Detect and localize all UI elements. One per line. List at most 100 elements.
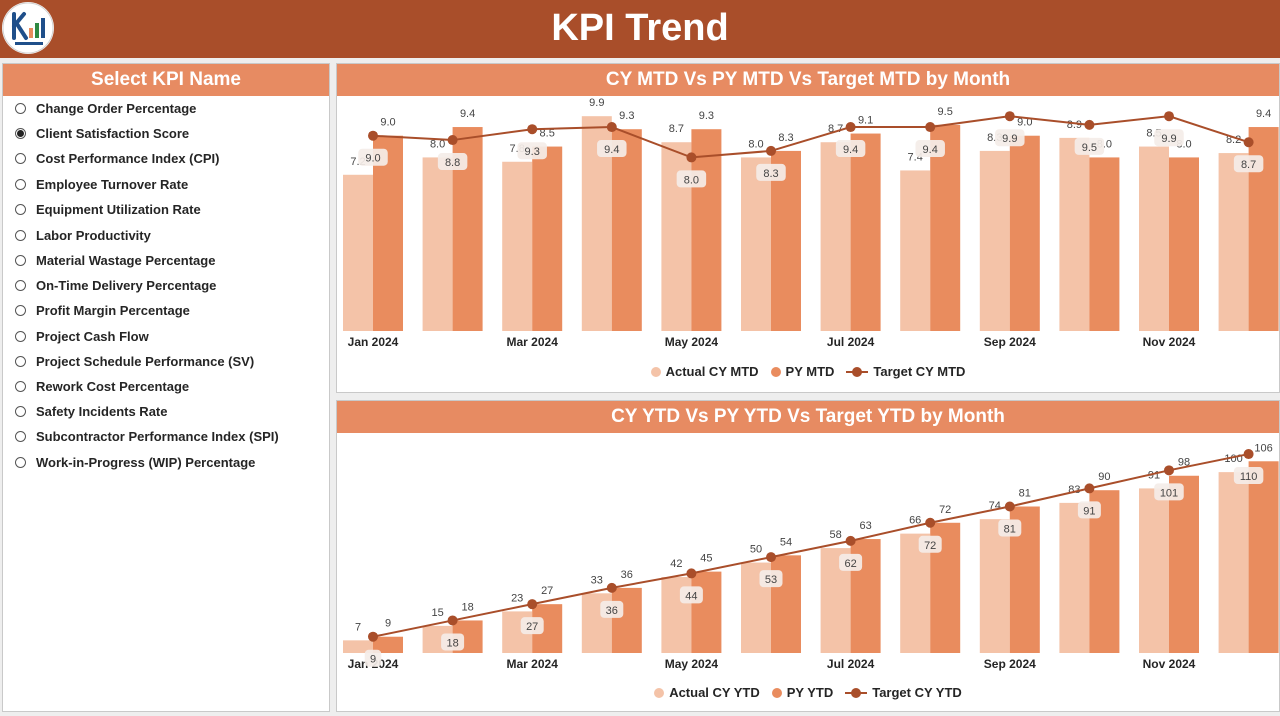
legend-item-target-cy-mtd[interactable]: Target CY MTD (846, 364, 965, 379)
svg-text:9.4: 9.4 (604, 144, 619, 156)
label-target-11: 9.9 (1154, 129, 1184, 147)
label-target-6: 53 (759, 570, 783, 588)
slicer-item-profit-margin-percentage[interactable]: Profit Margin Percentage (15, 300, 190, 320)
bar-actual-3 (502, 161, 533, 331)
svg-text:9: 9 (370, 654, 376, 666)
x-tick-label: Sep 2024 (984, 657, 1036, 671)
slicer-item-employee-turnover-rate[interactable]: Employee Turnover Rate (15, 174, 188, 194)
bar-py-5 (691, 129, 722, 331)
radio-button[interactable] (15, 229, 26, 241)
svg-text:8.8: 8.8 (445, 157, 460, 169)
bar-py-7 (850, 133, 881, 331)
mtd-chart-panel: CY MTD Vs PY MTD Vs Target MTD by Month … (336, 63, 1280, 393)
bar-py-4 (611, 587, 642, 653)
target-point-12 (1243, 449, 1254, 460)
legend-label: PY YTD (786, 685, 834, 700)
slicer-item-label: Equipment Utilization Rate (36, 201, 201, 217)
label-py-4: 36 (621, 569, 633, 581)
legend-item-py-ytd[interactable]: PY YTD (771, 685, 834, 700)
slicer-item-label: Subcontractor Performance Index (SPI) (36, 428, 279, 444)
bar-py-6 (771, 150, 801, 331)
legend-item-py-mtd[interactable]: PY MTD (770, 364, 835, 379)
label-actual-7: 58 (829, 529, 841, 541)
radio-button[interactable] (15, 102, 26, 114)
slicer-item-equipment-utilization-rate[interactable]: Equipment Utilization Rate (15, 199, 201, 219)
slicer-item-safety-incidents-rate[interactable]: Safety Incidents Rate (15, 401, 168, 421)
legend-label: PY MTD (785, 364, 835, 379)
radio-button[interactable] (15, 430, 26, 442)
bar-actual-10 (1059, 137, 1090, 331)
target-line (372, 453, 1249, 638)
slicer-item-label: Project Cash Flow (36, 328, 149, 344)
bar-actual-1 (343, 640, 373, 653)
legend-item-target-cy-ytd[interactable]: Target CY YTD (845, 685, 962, 700)
target-point-2 (447, 615, 458, 626)
label-target-1: 9.0 (358, 148, 388, 166)
label-target-7: 9.4 (835, 140, 866, 158)
bar-py-1 (373, 135, 403, 331)
svg-text:81: 81 (1004, 523, 1016, 535)
x-tick-label: Jan 2024 (348, 335, 399, 349)
slicer-item-cost-performance-index[interactable]: Cost Performance Index (CPI) (15, 148, 220, 168)
target-point-8 (925, 517, 936, 528)
label-target-8: 9.4 (915, 140, 945, 158)
legend-item-actual-cy-ytd[interactable]: Actual CY YTD (654, 685, 760, 700)
svg-text:9.4: 9.4 (923, 144, 938, 156)
radio-button[interactable] (15, 152, 26, 164)
label-py-6: 54 (780, 536, 792, 548)
legend-item-actual-cy-mtd[interactable]: Actual CY MTD (650, 364, 759, 379)
target-point-2 (447, 135, 458, 146)
radio-button[interactable] (15, 456, 26, 468)
target-point-11 (1164, 465, 1174, 476)
radio-button[interactable] (15, 355, 26, 367)
svg-text:9.9: 9.9 (1161, 133, 1176, 145)
slicer-item-project-cash-flow[interactable]: Project Cash Flow (15, 326, 149, 346)
target-point-1 (368, 130, 378, 141)
target-point-3 (527, 599, 538, 610)
radio-button-selected[interactable] (15, 127, 26, 139)
label-actual-3: 23 (511, 592, 523, 604)
slicer-item-material-wastage-percentage[interactable]: Material Wastage Percentage (15, 250, 215, 270)
svg-text:8.3: 8.3 (763, 168, 778, 180)
radio-button[interactable] (15, 380, 26, 392)
target-point-12 (1243, 137, 1254, 148)
slicer-item-label: Profit Margin Percentage (36, 302, 190, 318)
svg-text:8.7: 8.7 (1241, 159, 1256, 171)
label-py-9: 9.0 (1017, 117, 1032, 129)
radio-button[interactable] (15, 203, 26, 215)
slicer-item-rework-cost-percentage[interactable]: Rework Cost Percentage (15, 376, 189, 396)
slicer-item-work-in-progress-percentage[interactable]: Work-in-Progress (WIP) Percentage (15, 452, 255, 472)
slicer-item-on-time-delivery-percentage[interactable]: On-Time Delivery Percentage (15, 275, 216, 295)
label-py-2: 9.4 (460, 108, 475, 120)
radio-button[interactable] (15, 279, 26, 291)
slicer-item-label: Material Wastage Percentage (36, 252, 216, 268)
header-bar: KPI Trend (0, 0, 1280, 58)
slicer-item-change-order-percentage[interactable]: Change Order Percentage (15, 98, 196, 118)
target-point-9 (1004, 501, 1015, 512)
x-tick-label: May 2024 (665, 657, 719, 671)
slicer-item-labor-productivity[interactable]: Labor Productivity (15, 225, 151, 245)
target-point-1 (368, 631, 378, 642)
label-target-1: 9 (364, 649, 382, 667)
label-target-10: 91 (1077, 501, 1101, 519)
slicer-item-project-schedule-performance[interactable]: Project Schedule Performance (SV) (15, 351, 254, 371)
radio-button[interactable] (15, 178, 26, 190)
bar-actual-10 (1059, 502, 1090, 653)
radio-button[interactable] (15, 405, 26, 417)
label-target-4: 36 (600, 600, 624, 618)
label-py-1: 9.0 (380, 117, 395, 129)
label-py-3: 27 (541, 585, 553, 597)
radio-button[interactable] (15, 330, 26, 342)
radio-button[interactable] (15, 304, 26, 316)
radio-button[interactable] (15, 254, 26, 266)
label-actual-2: 15 (431, 607, 443, 619)
slicer-item-label: Employee Turnover Rate (36, 176, 189, 192)
slicer-item-client-satisfaction-score[interactable]: Client Satisfaction Score (15, 123, 189, 143)
label-target-6: 8.3 (756, 163, 786, 181)
label-target-9: 9.9 (995, 129, 1025, 147)
label-target-10: 9.5 (1074, 137, 1105, 155)
target-point-5 (686, 152, 697, 163)
slicer-item-subcontractor-performance-index[interactable]: Subcontractor Performance Index (SPI) (15, 426, 279, 446)
slicer-item-label: Safety Incidents Rate (36, 403, 168, 419)
